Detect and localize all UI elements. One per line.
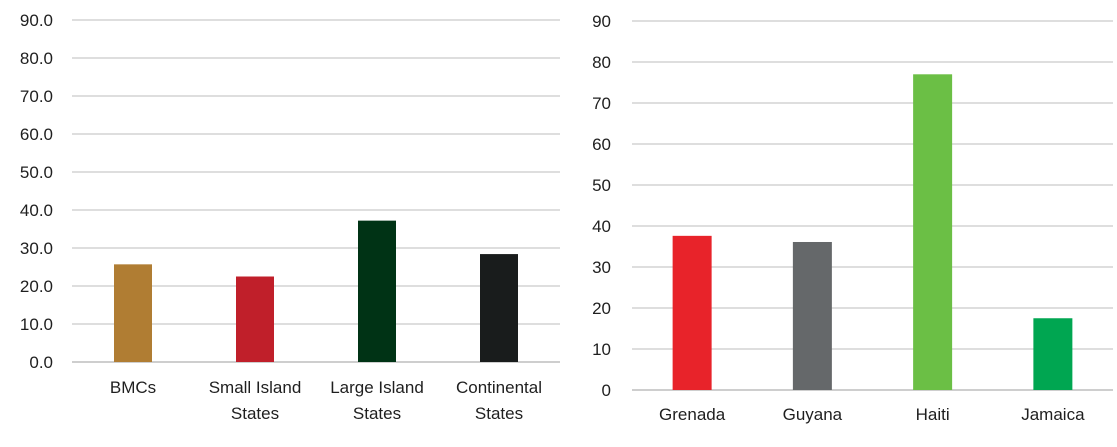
right-bar-chart: 0 10 20 30 40 50 60 70 80 90 Grenada Guyana Haiti Jam… xyxy=(592,12,1113,424)
x-category-label: Continental xyxy=(456,378,542,397)
y-tick-label: 70.0 xyxy=(20,87,53,106)
y-tick-label: 70 xyxy=(592,94,611,113)
y-tick-label: 80.0 xyxy=(20,49,53,68)
y-tick-label: 40.0 xyxy=(20,201,53,220)
bar xyxy=(236,276,274,362)
bar xyxy=(792,241,832,390)
x-category-label: States xyxy=(353,404,401,423)
y-tick-label: 90.0 xyxy=(20,11,53,30)
y-tick-label: 90 xyxy=(592,12,611,31)
y-tick-label: 50.0 xyxy=(20,163,53,182)
x-category-label: BMCs xyxy=(110,378,156,397)
bar xyxy=(672,235,712,390)
x-category-label: Jamaica xyxy=(1021,405,1085,424)
y-tick-label: 10.0 xyxy=(20,315,53,334)
y-tick-label: 60.0 xyxy=(20,125,53,144)
x-category-label: Small Island xyxy=(209,378,302,397)
y-tick-label: 80 xyxy=(592,53,611,72)
y-tick-label: 10 xyxy=(592,340,611,359)
y-tick-label: 40 xyxy=(592,217,611,236)
bar xyxy=(358,220,396,362)
y-tick-label: 0 xyxy=(602,381,611,400)
y-tick-label: 30 xyxy=(592,258,611,277)
y-tick-label: 0.0 xyxy=(29,353,53,372)
y-tick-label: 30.0 xyxy=(20,239,53,258)
x-category-label: Grenada xyxy=(659,405,726,424)
x-category-label: Large Island xyxy=(330,378,424,397)
x-category-label: States xyxy=(231,404,279,423)
x-category-label: Guyana xyxy=(783,405,843,424)
bar xyxy=(114,264,152,362)
y-tick-label: 20 xyxy=(592,299,611,318)
x-category-label: States xyxy=(475,404,523,423)
y-tick-label: 50 xyxy=(592,176,611,195)
bar xyxy=(480,254,518,362)
bar xyxy=(1033,318,1073,390)
y-tick-label: 20.0 xyxy=(20,277,53,296)
y-tick-label: 60 xyxy=(592,135,611,154)
x-category-label: Haiti xyxy=(916,405,950,424)
bar xyxy=(913,74,953,391)
left-bar-chart: 0.0 10.0 20.0 30.0 40.0 50.0 60.0 70.0 80.0 90.0 B… xyxy=(20,11,560,423)
